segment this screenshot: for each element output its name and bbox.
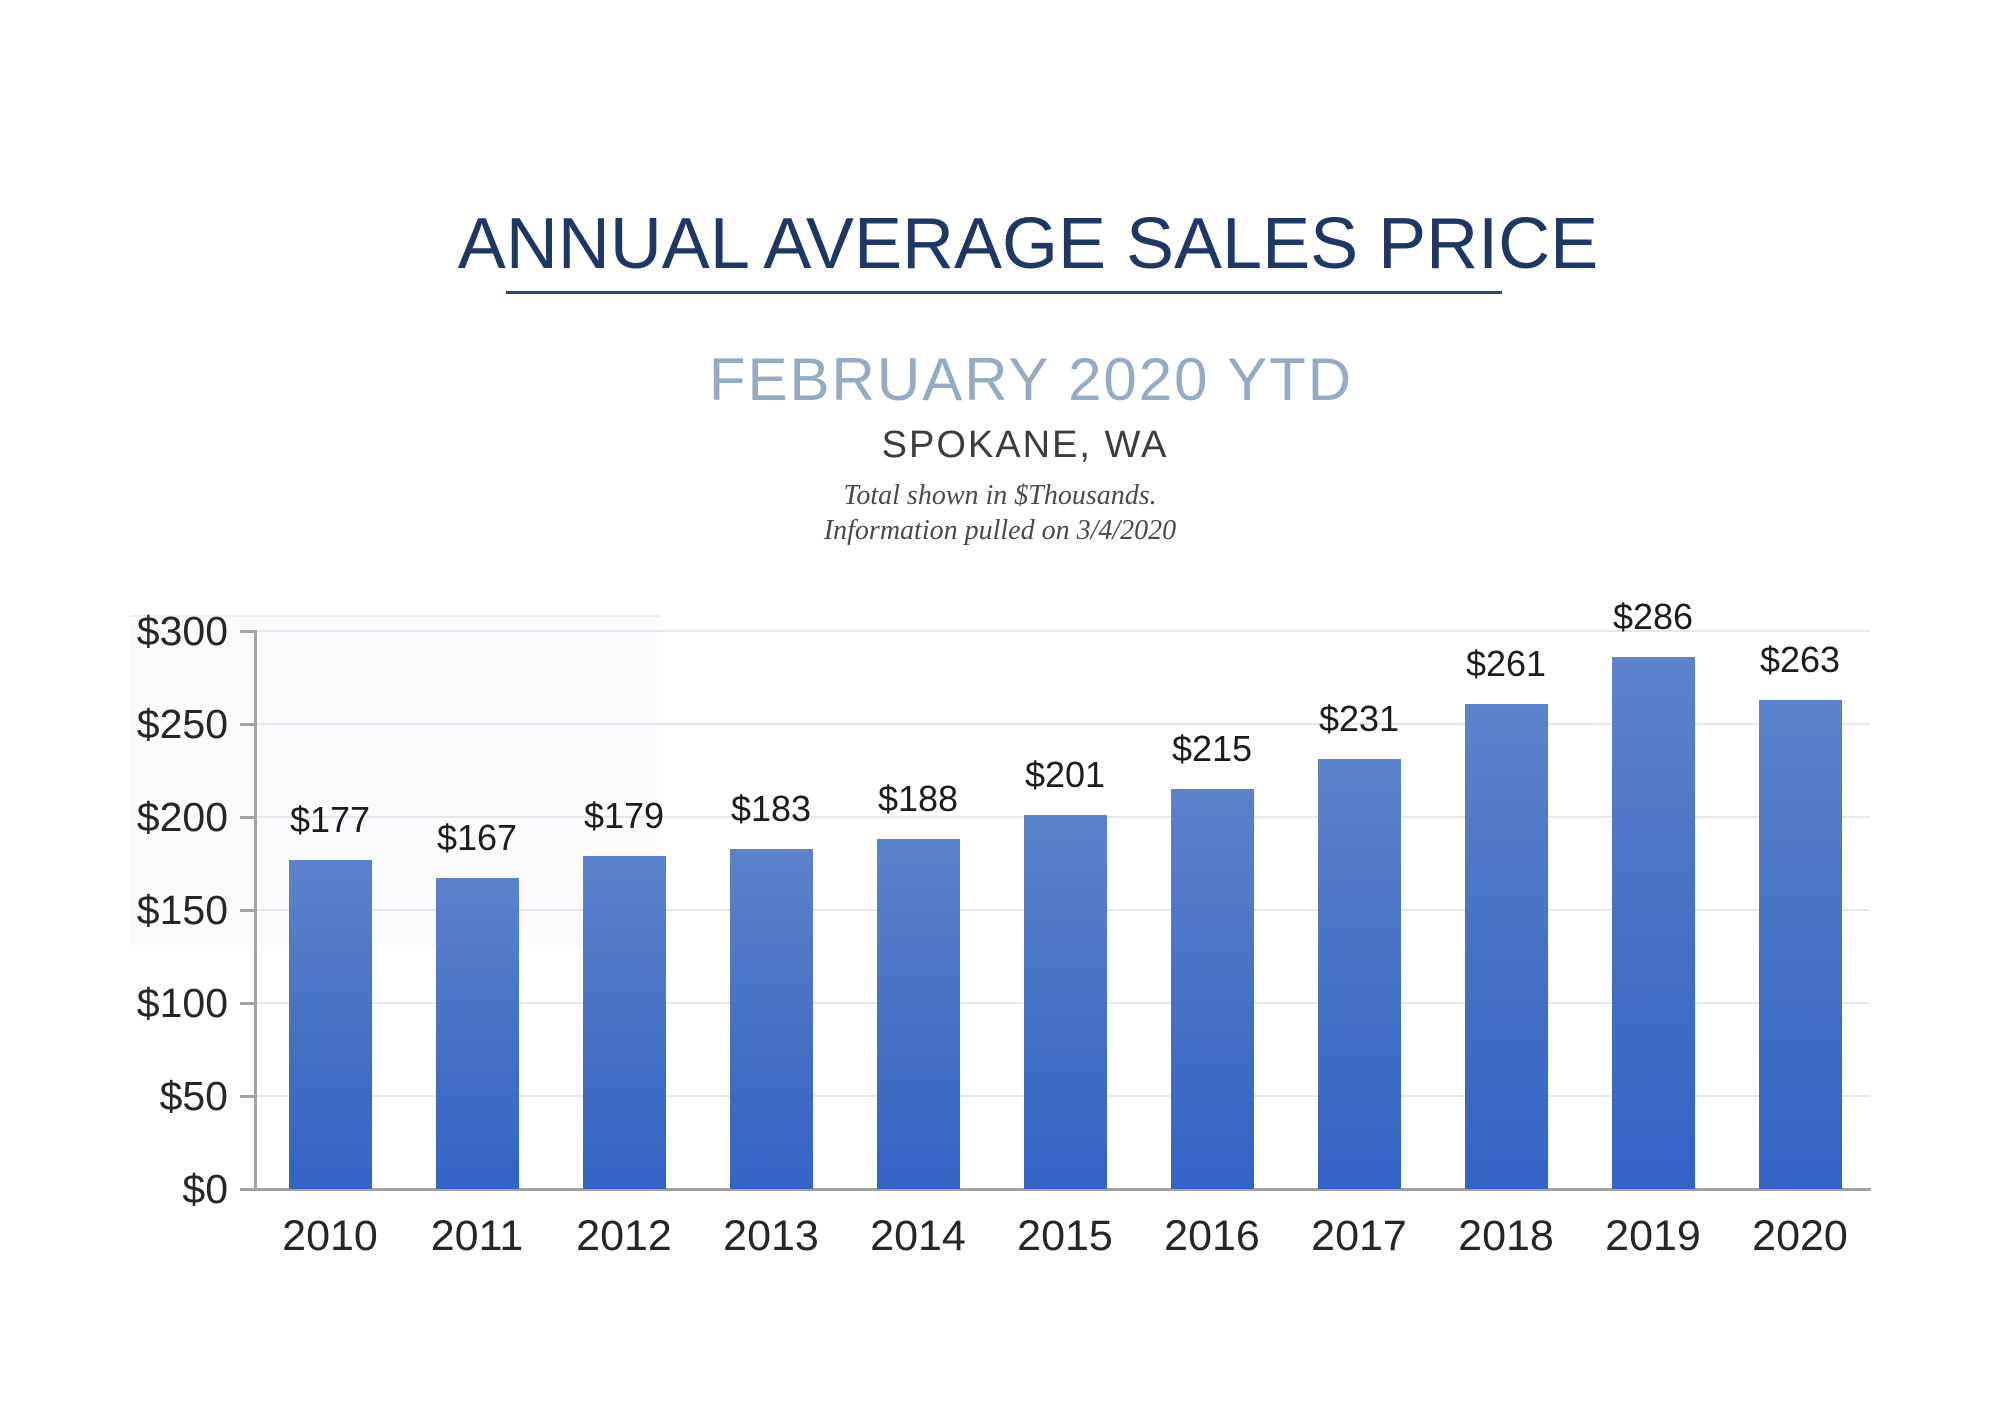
y-axis-line xyxy=(254,630,257,1191)
y-tick-label: $150 xyxy=(136,887,228,933)
y-tick-label: $0 xyxy=(182,1166,228,1212)
note-units: Total shown in $Thousands. xyxy=(843,480,1157,511)
y-axis-tick xyxy=(240,630,256,633)
plot-area-shading xyxy=(130,615,660,947)
x-tick-label: 2020 xyxy=(1752,1212,1848,1260)
bar-value-label: $177 xyxy=(289,799,371,840)
bar-2010 xyxy=(289,860,372,1189)
x-tick-label: 2010 xyxy=(282,1212,378,1260)
bar-2016 xyxy=(1171,789,1254,1189)
y-tick-label: $100 xyxy=(136,980,228,1026)
bar-chart: $300 $250 $200 $150 $100 $50 $0 $177 2010 $167 201… xyxy=(0,560,2000,1408)
bar-value-label: $263 xyxy=(1759,639,1841,680)
y-tick-label: $50 xyxy=(159,1073,228,1119)
x-tick-label: 2013 xyxy=(723,1212,819,1260)
bar-value-label: $261 xyxy=(1465,643,1547,684)
page-title: ANNUAL AVERAGE SALES PRICE xyxy=(457,204,1599,284)
y-axis-tick xyxy=(240,816,256,819)
bar-value-label: $201 xyxy=(1024,754,1106,795)
gridline xyxy=(254,630,1870,632)
y-axis-tick xyxy=(240,909,256,912)
bar-2012 xyxy=(583,856,666,1189)
bar-2019 xyxy=(1612,657,1695,1189)
page-subtitle: FEBRUARY 2020 YTD xyxy=(708,346,1354,413)
note-pulled-date: Information pulled on 3/4/2020 xyxy=(823,515,1177,546)
bar-value-label: $286 xyxy=(1612,596,1694,637)
x-tick-label: 2019 xyxy=(1605,1212,1701,1260)
y-tick-label: $200 xyxy=(136,794,228,840)
x-tick-label: 2016 xyxy=(1164,1212,1260,1260)
title-underline xyxy=(506,291,1502,294)
x-tick-label: 2017 xyxy=(1311,1212,1407,1260)
y-axis-tick xyxy=(240,1002,256,1005)
x-tick-label: 2018 xyxy=(1458,1212,1554,1260)
x-tick-label: 2015 xyxy=(1017,1212,1113,1260)
bar-2011 xyxy=(436,878,519,1189)
bar-value-label: $183 xyxy=(730,788,812,829)
bar-value-label: $167 xyxy=(436,817,518,858)
x-axis-line xyxy=(241,1188,1871,1191)
y-axis-tick xyxy=(240,723,256,726)
bar-2017 xyxy=(1318,759,1401,1189)
x-tick-label: 2011 xyxy=(430,1212,524,1260)
bar-value-label: $188 xyxy=(877,778,959,819)
bar-2014 xyxy=(877,839,960,1189)
bar-value-label: $179 xyxy=(583,795,665,836)
y-tick-label: $250 xyxy=(136,701,228,747)
gridline xyxy=(254,723,1870,725)
bar-value-label: $215 xyxy=(1171,728,1253,769)
bar-value-label: $231 xyxy=(1318,698,1400,739)
x-tick-label: 2012 xyxy=(576,1212,672,1260)
bar-2015 xyxy=(1024,815,1107,1189)
x-tick-label: 2014 xyxy=(870,1212,966,1260)
bar-2018 xyxy=(1465,704,1548,1189)
bar-2020 xyxy=(1759,700,1842,1189)
bar-2013 xyxy=(730,849,813,1189)
y-axis-tick xyxy=(240,1095,256,1098)
y-tick-label: $300 xyxy=(136,608,228,654)
location-label: SPOKANE, WA xyxy=(881,424,1169,466)
